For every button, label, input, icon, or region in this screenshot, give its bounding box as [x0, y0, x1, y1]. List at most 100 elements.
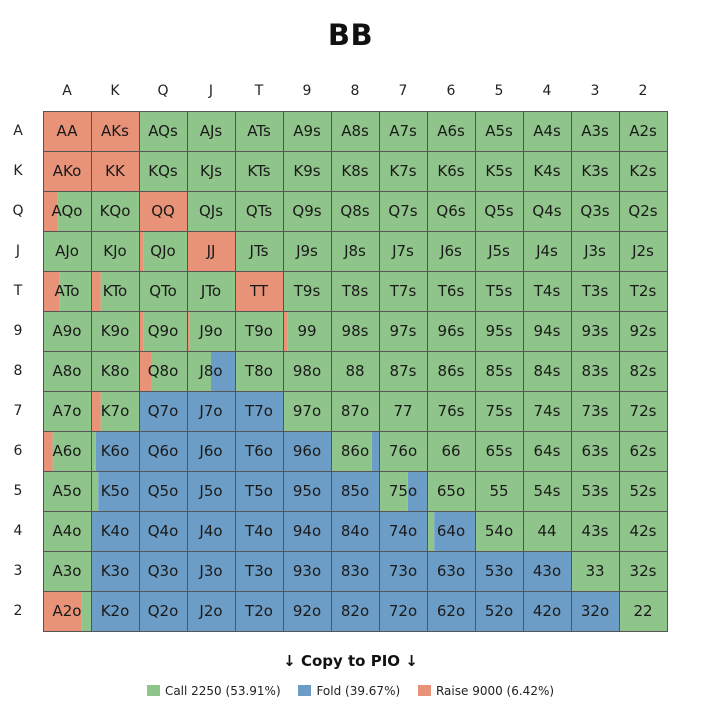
hand-cell-J2s[interactable]: J2s	[619, 231, 668, 272]
hand-cell-AJo[interactable]: AJo	[43, 231, 92, 272]
hand-cell-A7o[interactable]: A7o	[43, 391, 92, 432]
hand-cell-96s[interactable]: 96s	[427, 311, 476, 352]
hand-cell-53o[interactable]: 53o	[475, 551, 524, 592]
hand-cell-K5s[interactable]: K5s	[475, 151, 524, 192]
hand-cell-KQs[interactable]: KQs	[139, 151, 188, 192]
hand-cell-76o[interactable]: 76o	[379, 431, 428, 472]
hand-cell-72s[interactable]: 72s	[619, 391, 668, 432]
hand-cell-74s[interactable]: 74s	[523, 391, 572, 432]
hand-cell-83o[interactable]: 83o	[331, 551, 380, 592]
hand-cell-T9s[interactable]: T9s	[283, 271, 332, 312]
hand-cell-J9s[interactable]: J9s	[283, 231, 332, 272]
hand-cell-86o[interactable]: 86o	[331, 431, 380, 472]
hand-cell-53s[interactable]: 53s	[571, 471, 620, 512]
hand-cell-KQo[interactable]: KQo	[91, 191, 140, 232]
hand-cell-QTo[interactable]: QTo	[139, 271, 188, 312]
hand-cell-32s[interactable]: 32s	[619, 551, 668, 592]
hand-cell-88[interactable]: 88	[331, 351, 380, 392]
hand-cell-T2o[interactable]: T2o	[235, 591, 284, 632]
hand-cell-Q8o[interactable]: Q8o	[139, 351, 188, 392]
hand-cell-Q5o[interactable]: Q5o	[139, 471, 188, 512]
hand-cell-ATo[interactable]: ATo	[43, 271, 92, 312]
hand-cell-QJs[interactable]: QJs	[187, 191, 236, 232]
hand-cell-J8s[interactable]: J8s	[331, 231, 380, 272]
hand-cell-A6o[interactable]: A6o	[43, 431, 92, 472]
hand-cell-52s[interactable]: 52s	[619, 471, 668, 512]
hand-cell-Q5s[interactable]: Q5s	[475, 191, 524, 232]
hand-cell-J4s[interactable]: J4s	[523, 231, 572, 272]
hand-cell-64s[interactable]: 64s	[523, 431, 572, 472]
hand-cell-J3o[interactable]: J3o	[187, 551, 236, 592]
hand-cell-KK[interactable]: KK	[91, 151, 140, 192]
hand-cell-K5o[interactable]: K5o	[91, 471, 140, 512]
hand-cell-K9o[interactable]: K9o	[91, 311, 140, 352]
hand-cell-J6s[interactable]: J6s	[427, 231, 476, 272]
hand-cell-Q2o[interactable]: Q2o	[139, 591, 188, 632]
hand-cell-KTs[interactable]: KTs	[235, 151, 284, 192]
hand-cell-J2o[interactable]: J2o	[187, 591, 236, 632]
hand-cell-A5o[interactable]: A5o	[43, 471, 92, 512]
hand-cell-K6s[interactable]: K6s	[427, 151, 476, 192]
hand-cell-Q6o[interactable]: Q6o	[139, 431, 188, 472]
hand-cell-A2o[interactable]: A2o	[43, 591, 92, 632]
hand-cell-K2o[interactable]: K2o	[91, 591, 140, 632]
hand-cell-63s[interactable]: 63s	[571, 431, 620, 472]
hand-cell-J3s[interactable]: J3s	[571, 231, 620, 272]
hand-cell-K7o[interactable]: K7o	[91, 391, 140, 432]
hand-cell-T3s[interactable]: T3s	[571, 271, 620, 312]
hand-cell-97s[interactable]: 97s	[379, 311, 428, 352]
hand-cell-87s[interactable]: 87s	[379, 351, 428, 392]
hand-cell-JTo[interactable]: JTo	[187, 271, 236, 312]
hand-cell-65o[interactable]: 65o	[427, 471, 476, 512]
hand-cell-42o[interactable]: 42o	[523, 591, 572, 632]
hand-cell-Q4o[interactable]: Q4o	[139, 511, 188, 552]
hand-cell-A3s[interactable]: A3s	[571, 111, 620, 152]
hand-cell-64o[interactable]: 64o	[427, 511, 476, 552]
hand-cell-J5o[interactable]: J5o	[187, 471, 236, 512]
hand-cell-82s[interactable]: 82s	[619, 351, 668, 392]
hand-cell-JTs[interactable]: JTs	[235, 231, 284, 272]
hand-cell-A3o[interactable]: A3o	[43, 551, 92, 592]
hand-cell-T4o[interactable]: T4o	[235, 511, 284, 552]
hand-cell-62o[interactable]: 62o	[427, 591, 476, 632]
hand-cell-K4o[interactable]: K4o	[91, 511, 140, 552]
hand-cell-32o[interactable]: 32o	[571, 591, 620, 632]
hand-cell-AKs[interactable]: AKs	[91, 111, 140, 152]
hand-cell-66[interactable]: 66	[427, 431, 476, 472]
hand-cell-Q7s[interactable]: Q7s	[379, 191, 428, 232]
hand-cell-A4o[interactable]: A4o	[43, 511, 92, 552]
hand-cell-T8o[interactable]: T8o	[235, 351, 284, 392]
hand-cell-Q8s[interactable]: Q8s	[331, 191, 380, 232]
hand-cell-99[interactable]: 99	[283, 311, 332, 352]
hand-cell-T7o[interactable]: T7o	[235, 391, 284, 432]
hand-cell-AKo[interactable]: AKo	[43, 151, 92, 192]
hand-cell-Q3o[interactable]: Q3o	[139, 551, 188, 592]
hand-cell-K9s[interactable]: K9s	[283, 151, 332, 192]
hand-cell-A8o[interactable]: A8o	[43, 351, 92, 392]
hand-cell-AA[interactable]: AA	[43, 111, 92, 152]
hand-cell-52o[interactable]: 52o	[475, 591, 524, 632]
hand-cell-J8o[interactable]: J8o	[187, 351, 236, 392]
hand-cell-Q2s[interactable]: Q2s	[619, 191, 668, 232]
hand-cell-A8s[interactable]: A8s	[331, 111, 380, 152]
hand-cell-Q9o[interactable]: Q9o	[139, 311, 188, 352]
hand-cell-K8o[interactable]: K8o	[91, 351, 140, 392]
hand-cell-Q7o[interactable]: Q7o	[139, 391, 188, 432]
hand-cell-A5s[interactable]: A5s	[475, 111, 524, 152]
hand-cell-TT[interactable]: TT	[235, 271, 284, 312]
hand-cell-T8s[interactable]: T8s	[331, 271, 380, 312]
hand-cell-T6s[interactable]: T6s	[427, 271, 476, 312]
hand-cell-72o[interactable]: 72o	[379, 591, 428, 632]
hand-cell-76s[interactable]: 76s	[427, 391, 476, 432]
hand-cell-A4s[interactable]: A4s	[523, 111, 572, 152]
hand-cell-T6o[interactable]: T6o	[235, 431, 284, 472]
hand-cell-T5o[interactable]: T5o	[235, 471, 284, 512]
hand-cell-55[interactable]: 55	[475, 471, 524, 512]
hand-cell-85o[interactable]: 85o	[331, 471, 380, 512]
hand-cell-A9s[interactable]: A9s	[283, 111, 332, 152]
hand-cell-63o[interactable]: 63o	[427, 551, 476, 592]
hand-cell-87o[interactable]: 87o	[331, 391, 380, 432]
hand-cell-85s[interactable]: 85s	[475, 351, 524, 392]
hand-cell-97o[interactable]: 97o	[283, 391, 332, 432]
hand-cell-74o[interactable]: 74o	[379, 511, 428, 552]
